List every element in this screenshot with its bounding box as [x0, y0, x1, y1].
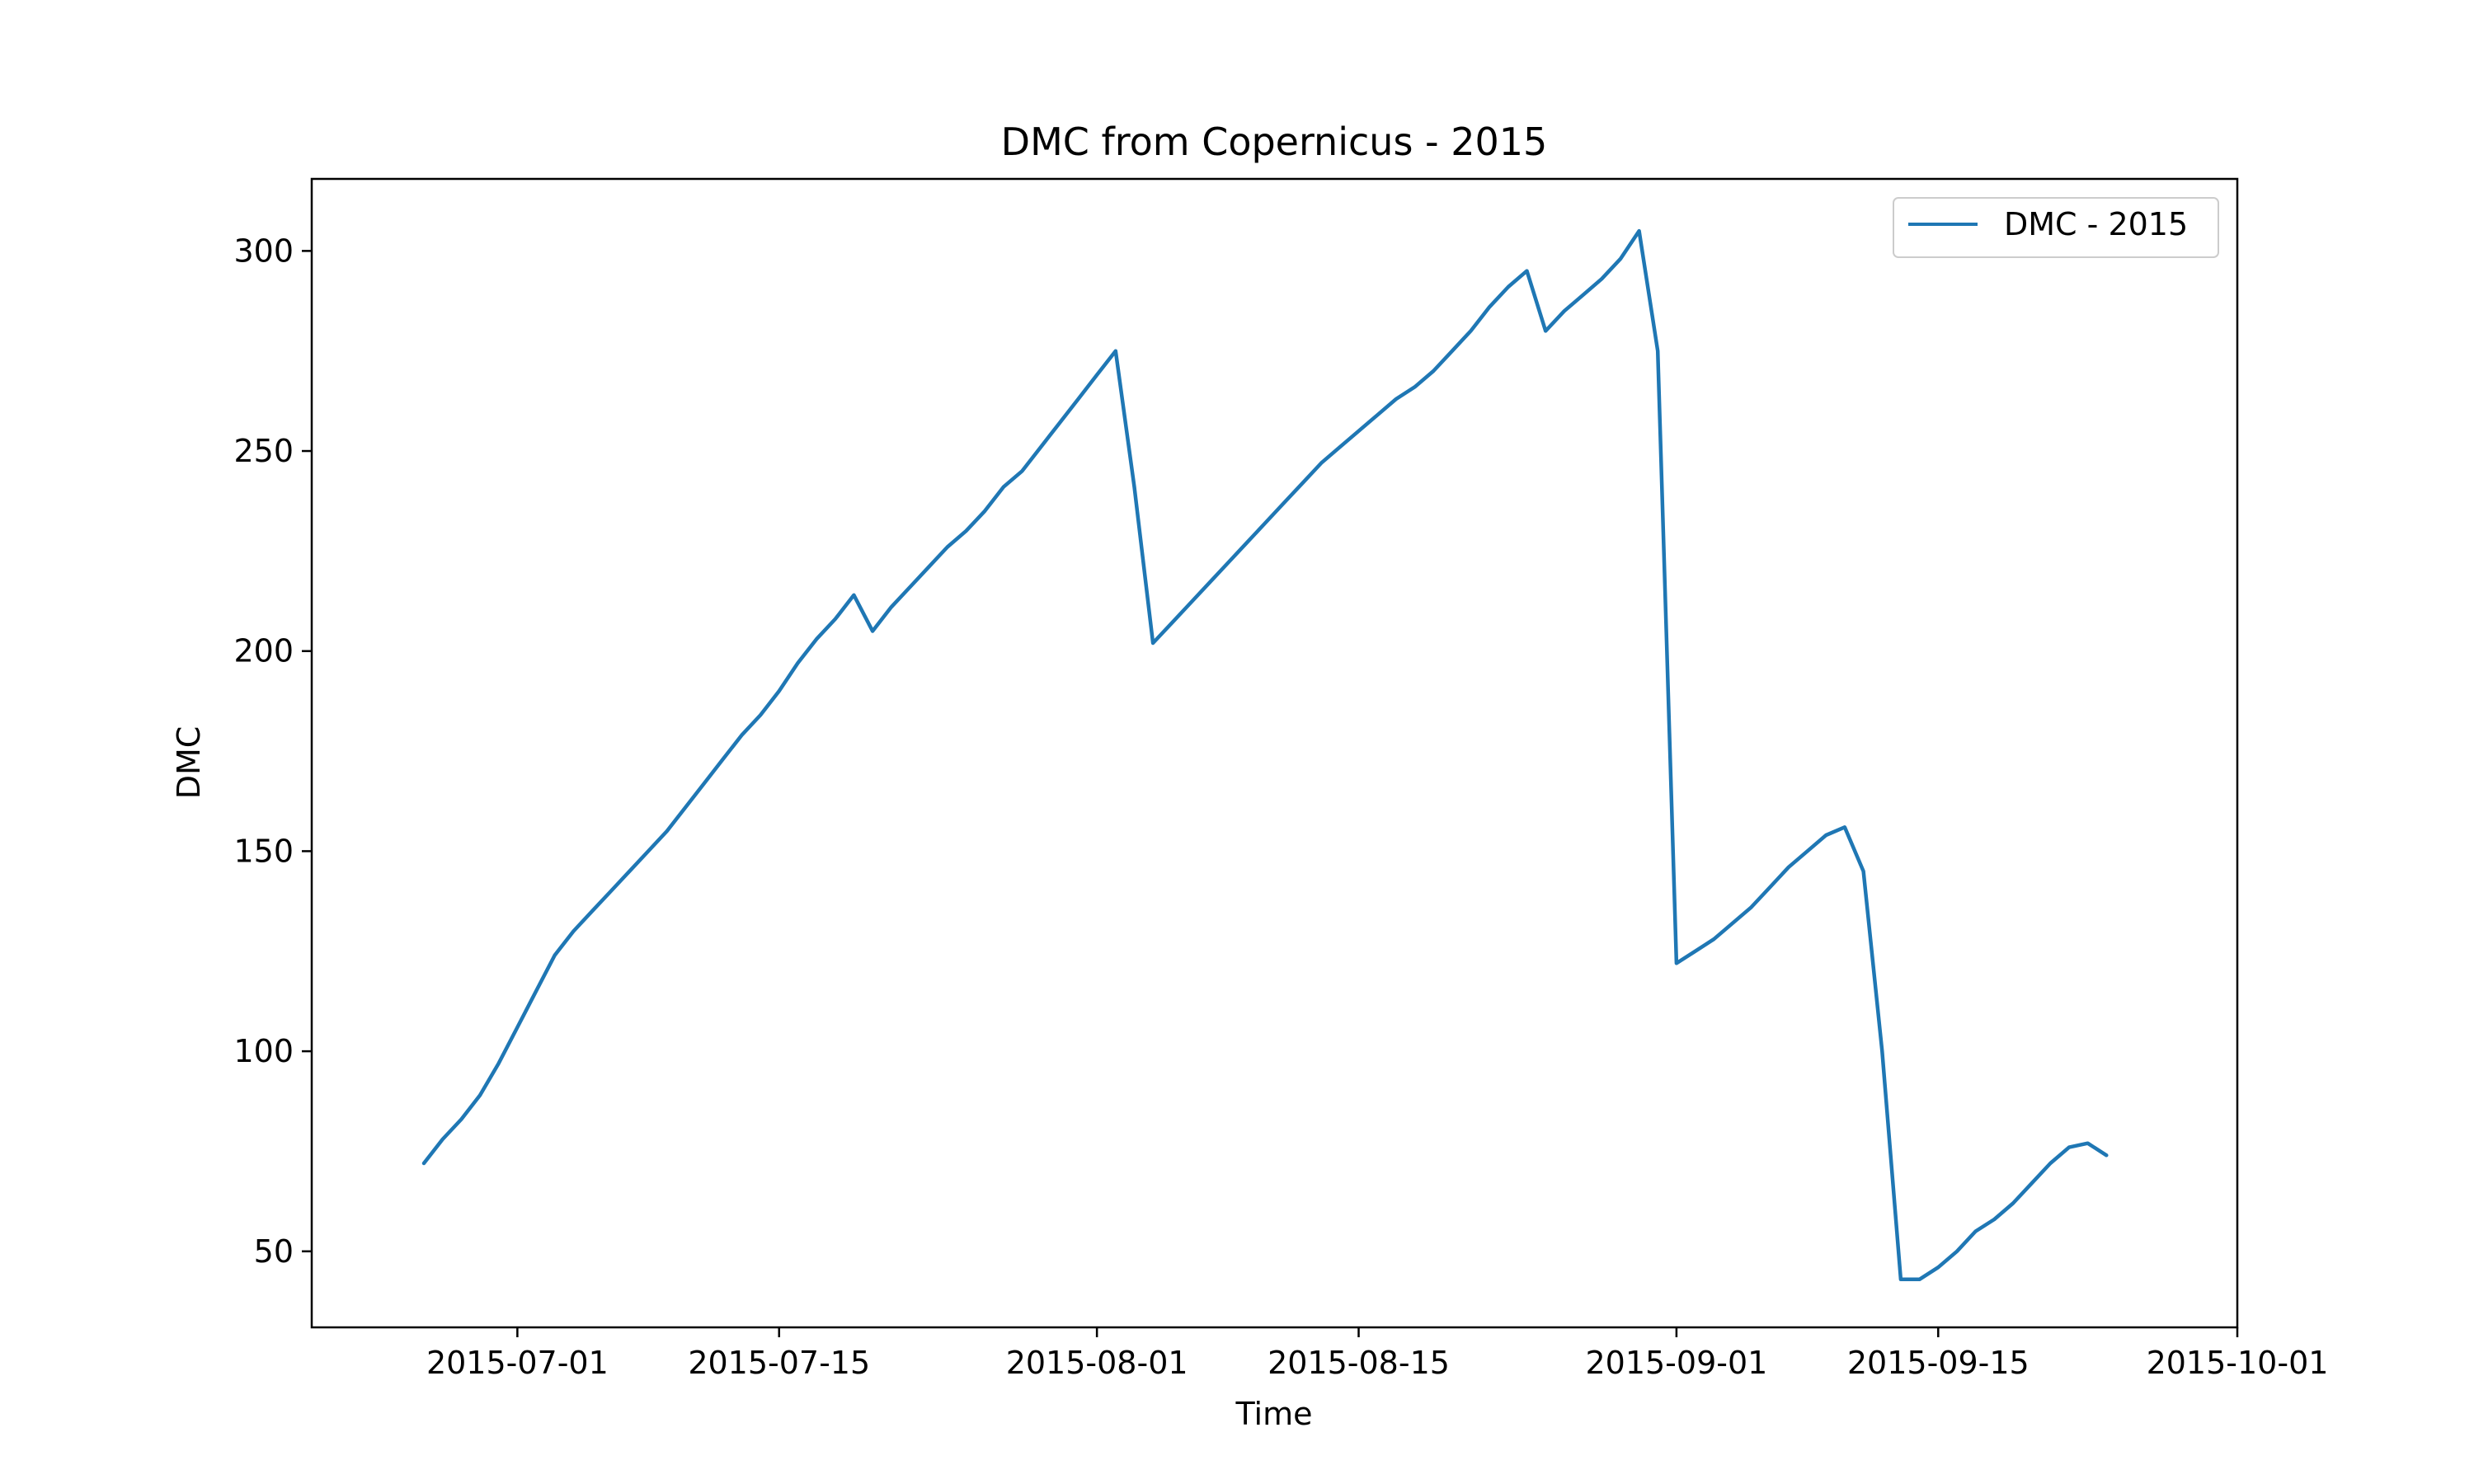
y-tick-label: 150	[233, 833, 294, 869]
x-tick-label: 2015-08-01	[1006, 1345, 1188, 1381]
y-axis: 50 100 150 200 250 300	[233, 232, 312, 1270]
y-tick-label: 300	[233, 232, 294, 269]
x-axis-label: Time	[1235, 1396, 1313, 1432]
series-line-0	[421, 228, 2109, 1282]
chart-title: DMC from Copernicus - 2015	[1001, 120, 1548, 164]
legend: DMC - 2015	[1893, 197, 2219, 258]
x-axis: 2015-07-01 2015-07-15 2015-08-01 2015-08-15…	[426, 1327, 2328, 1381]
legend-label: DMC - 2015	[2004, 206, 2188, 242]
plot-area	[421, 228, 2109, 1282]
x-tick-label: 2015-09-15	[1847, 1345, 2030, 1381]
y-tick-label: 250	[233, 433, 294, 469]
y-tick-label: 100	[233, 1033, 294, 1069]
x-tick-label: 2015-08-15	[1268, 1345, 1450, 1381]
plot-frame	[310, 177, 2239, 1329]
y-axis-label: DMC	[171, 726, 207, 800]
x-tick-label: 2015-10-01	[2147, 1345, 2329, 1381]
y-tick-label: 200	[233, 633, 294, 669]
y-tick-label: 50	[254, 1233, 294, 1270]
x-tick-label: 2015-07-15	[688, 1345, 870, 1381]
legend-box	[1893, 197, 2219, 258]
x-tick-label: 2015-09-01	[1585, 1345, 1767, 1381]
x-tick-label: 2015-07-01	[426, 1345, 609, 1381]
